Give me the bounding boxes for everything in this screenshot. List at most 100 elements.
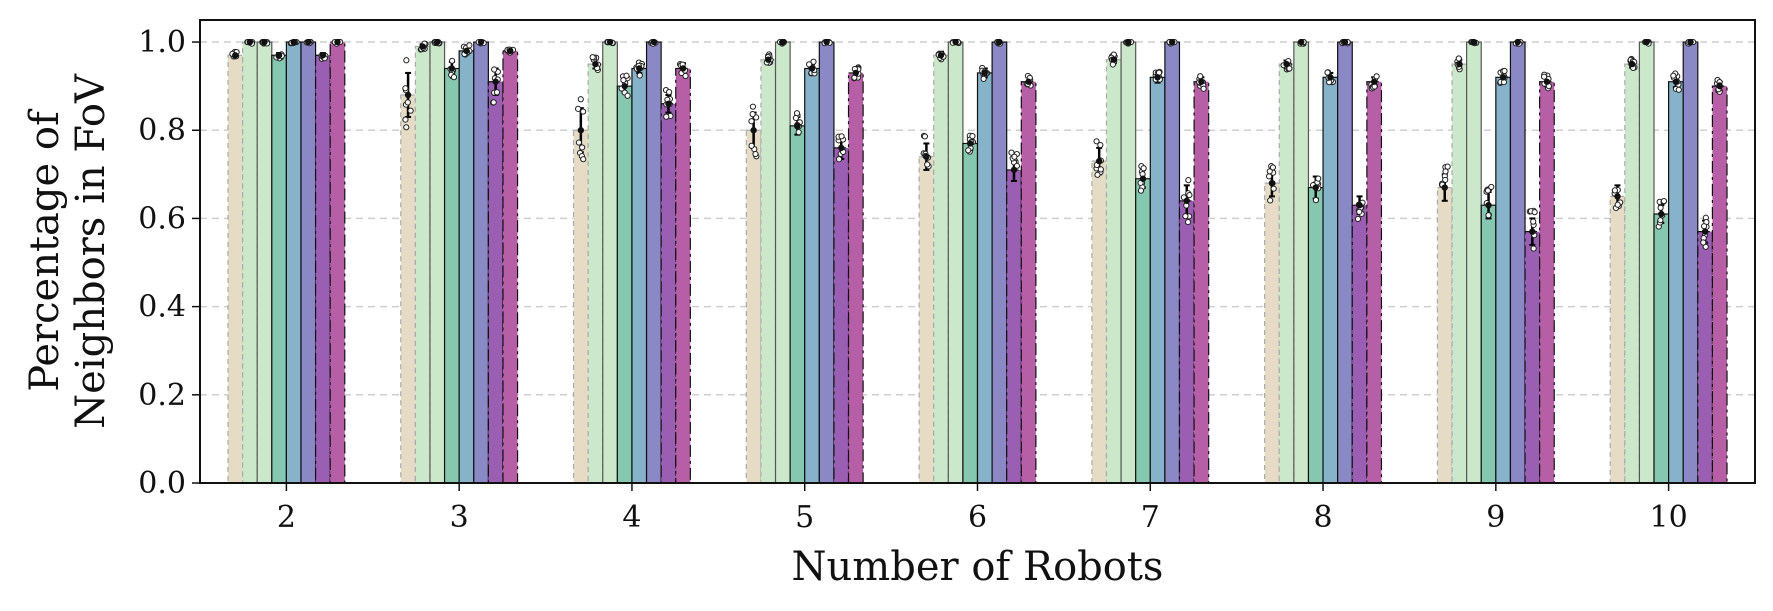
bar: [1293, 41, 1310, 484]
bar: [818, 41, 835, 484]
mean-point: [823, 38, 830, 46]
bar: [1609, 195, 1626, 484]
bar: [1020, 81, 1037, 484]
x-tick-label: 8: [1314, 500, 1333, 535]
mean-point: [463, 47, 470, 55]
bar: [1466, 41, 1482, 484]
sample-point: [575, 105, 582, 112]
mean-point: [765, 56, 772, 63]
y-tick-label: 0.6: [138, 201, 186, 236]
sample-point: [969, 133, 976, 140]
bar: [572, 129, 589, 484]
sample-point: [1484, 187, 1491, 194]
mean-point: [1283, 60, 1290, 68]
bar: [1653, 213, 1670, 484]
sample-point: [402, 85, 409, 92]
mean-point: [923, 153, 930, 160]
sample-point: [1097, 141, 1104, 149]
sample-point: [1657, 204, 1664, 211]
mean-point: [1658, 210, 1665, 218]
sample-point: [402, 116, 409, 123]
sample-point: [749, 103, 757, 110]
sample-point: [450, 74, 458, 81]
mean-point: [1701, 228, 1709, 235]
bar: [1193, 81, 1210, 484]
sample-point: [1670, 72, 1677, 79]
mean-point: [246, 38, 254, 46]
mean-point: [1529, 228, 1536, 235]
mean-point: [1456, 60, 1463, 68]
mean-point: [852, 69, 860, 77]
bar: [660, 103, 677, 484]
mean-point: [838, 144, 845, 152]
sample-point: [1137, 187, 1145, 194]
mean-point: [305, 38, 312, 46]
mean-point: [794, 122, 801, 130]
mean-point: [1312, 184, 1319, 191]
bar: [1524, 231, 1541, 484]
mean-point: [665, 100, 672, 107]
mean-point: [621, 82, 628, 90]
bar: [271, 54, 287, 484]
x-tick-label: 5: [795, 500, 814, 535]
mean-point: [507, 47, 514, 55]
mean-point: [1543, 78, 1551, 85]
mean-point: [606, 38, 614, 46]
sample-point: [921, 133, 929, 140]
mean-point: [1327, 74, 1334, 81]
sample-point: [466, 42, 473, 49]
bar: [1711, 85, 1728, 484]
mean-point: [679, 65, 687, 72]
sample-point: [490, 99, 497, 106]
sample-point: [1315, 175, 1322, 182]
x-axis-label: Number of Robots: [792, 544, 1164, 590]
sample-point: [1200, 85, 1207, 92]
sample-point: [810, 58, 817, 65]
mean-point: [1370, 78, 1378, 85]
mean-point: [1154, 74, 1161, 81]
sample-points: [229, 38, 1723, 252]
mean-point: [981, 69, 988, 77]
sample-point: [1700, 239, 1707, 246]
sample-point: [752, 150, 759, 158]
sample-point: [806, 61, 813, 68]
mean-point: [334, 38, 341, 46]
sample-point: [1488, 183, 1495, 191]
bar: [1697, 231, 1714, 484]
bar: [256, 41, 273, 484]
bar: [1539, 81, 1555, 484]
bar: [602, 41, 618, 484]
sample-point: [580, 108, 587, 115]
bar: [329, 41, 346, 484]
sample-point: [1485, 212, 1492, 219]
x-axis-ticks: 2 3 4 5 6 7 8 9 10: [277, 483, 1688, 535]
mean-point: [404, 91, 412, 99]
sample-point: [1501, 67, 1508, 75]
bar: [1149, 76, 1166, 484]
x-tick-label: 7: [1141, 500, 1160, 535]
mean-point: [1470, 38, 1478, 46]
mean-point: [592, 60, 599, 68]
sample-point: [403, 57, 410, 64]
bar: [227, 54, 244, 484]
y-tick-label: 0.4: [138, 290, 186, 325]
sample-point: [491, 66, 498, 73]
sample-point: [407, 107, 414, 114]
sample-point: [1093, 138, 1100, 145]
sample-point: [623, 72, 630, 79]
bar: [804, 67, 820, 484]
bar: [314, 54, 331, 484]
sample-point: [1531, 209, 1538, 216]
bar: [487, 81, 504, 484]
sample-point: [965, 147, 972, 154]
sample-point: [1184, 218, 1192, 226]
sample-point: [1675, 86, 1682, 93]
bar: [1337, 41, 1353, 484]
sample-point: [1455, 55, 1462, 62]
bar: [1495, 76, 1512, 484]
sample-point: [580, 156, 587, 163]
bar: [1366, 81, 1383, 484]
bar: [1624, 63, 1641, 484]
